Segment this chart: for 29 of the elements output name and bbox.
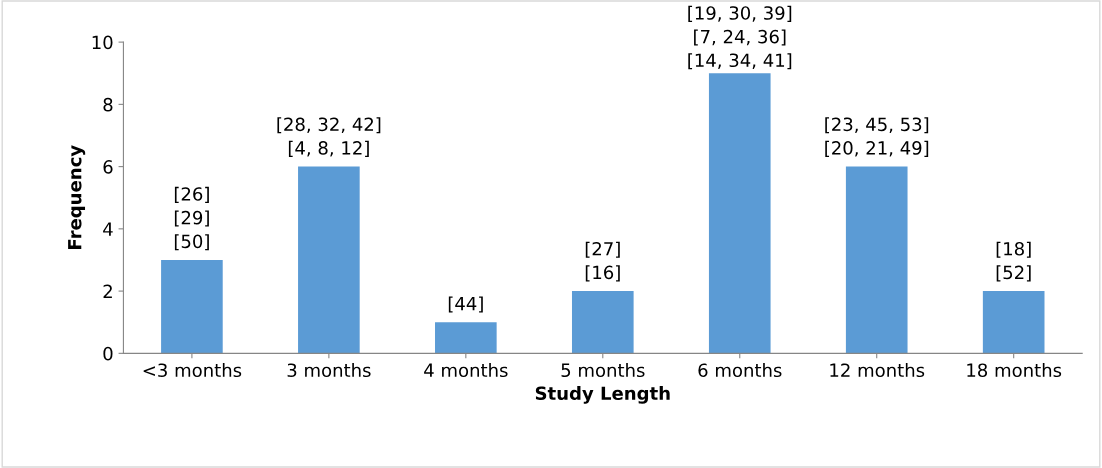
x-axis-title: Study Length	[535, 386, 670, 404]
bar	[571, 291, 634, 354]
annotation: [44]	[448, 296, 483, 313]
y-axis-title: Frequency	[68, 145, 86, 249]
annotation: [26] [29] [50]	[174, 186, 209, 251]
bar	[435, 322, 497, 354]
x-tick-label: 4 months	[424, 363, 508, 378]
bar	[708, 73, 771, 354]
bar	[161, 259, 223, 354]
y-tick-label: 2	[103, 284, 112, 298]
bar	[298, 166, 360, 354]
bar	[982, 291, 1045, 354]
x-tick-label: 6 months	[698, 363, 782, 378]
x-tick-label: 12 months	[830, 363, 925, 378]
y-tick-label: 4	[103, 222, 113, 236]
annotation: [27] [16]	[585, 241, 620, 282]
y-tick-label: 0	[103, 346, 113, 361]
annotation: [19, 30, 39] [7, 24, 36] [14, 34, 41]	[688, 5, 792, 70]
x-tick-label: 3 months	[287, 363, 371, 378]
annotation: [23, 45, 53] [20, 21, 49]	[825, 117, 929, 157]
annotation: [18] [52]	[996, 241, 1031, 282]
y-tick-label: 8	[103, 97, 113, 112]
bar	[845, 166, 908, 354]
x-tick-label: <3 months	[143, 363, 242, 378]
y-tick-label: 6	[103, 160, 113, 174]
x-tick-label: 18 months	[967, 363, 1062, 378]
x-tick-label: 5 months	[561, 363, 645, 378]
annotation: [28, 32, 42] [4, 8, 12]	[277, 117, 381, 157]
y-tick-label: 10	[92, 35, 113, 50]
